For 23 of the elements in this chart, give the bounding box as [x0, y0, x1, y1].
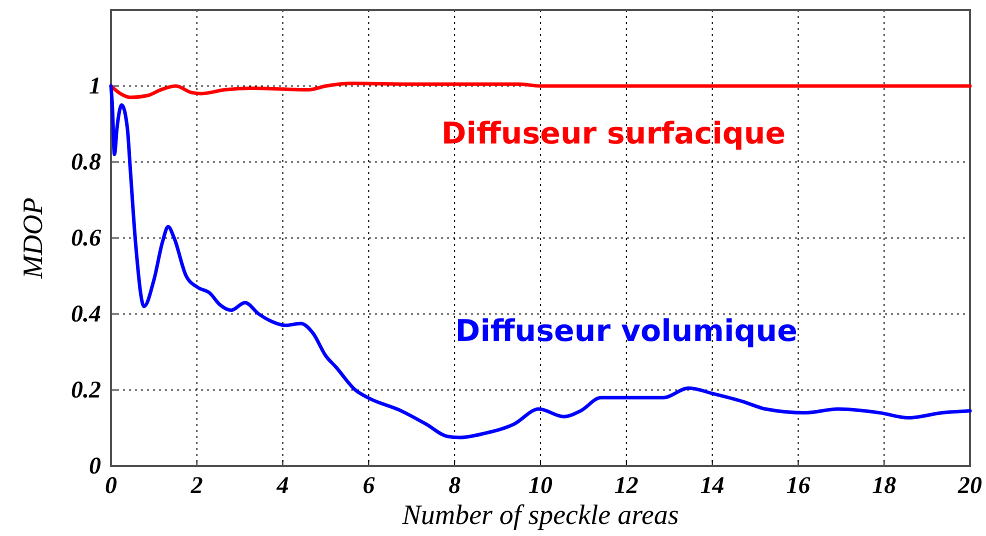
x-tick-label: 14: [700, 473, 724, 500]
x-tick-label: 18: [872, 473, 896, 500]
y-tick-label: 1: [89, 74, 101, 100]
y-tick-label: 0: [89, 454, 101, 480]
series-label: Diffuseur surfacique: [441, 116, 786, 152]
x-tick-label: 10: [528, 473, 552, 500]
y-tick-label: 0.8: [71, 150, 101, 176]
y-axis-title: MDOP: [18, 198, 49, 280]
x-tick-label: 6: [362, 473, 375, 500]
line-series: [109, 84, 972, 440]
text: Diffuseur volumique: [455, 314, 798, 350]
y-tick-label: 0.6: [71, 226, 101, 252]
x-tick-label: 16: [786, 473, 810, 500]
x-tick-label: 0: [105, 473, 117, 500]
x-tick-label: 12: [614, 473, 638, 500]
y-tick-label: 0.2: [71, 378, 101, 404]
x-tick-label: 20: [957, 473, 982, 500]
x-tick-label: 2: [190, 473, 203, 500]
x-tick-label: 8: [448, 473, 461, 500]
x-tick-label: 4: [276, 473, 289, 500]
y-tick-label: 0.4: [71, 302, 101, 328]
x-axis-title: Number of speckle areas: [401, 500, 679, 531]
line-series: [109, 82, 972, 100]
